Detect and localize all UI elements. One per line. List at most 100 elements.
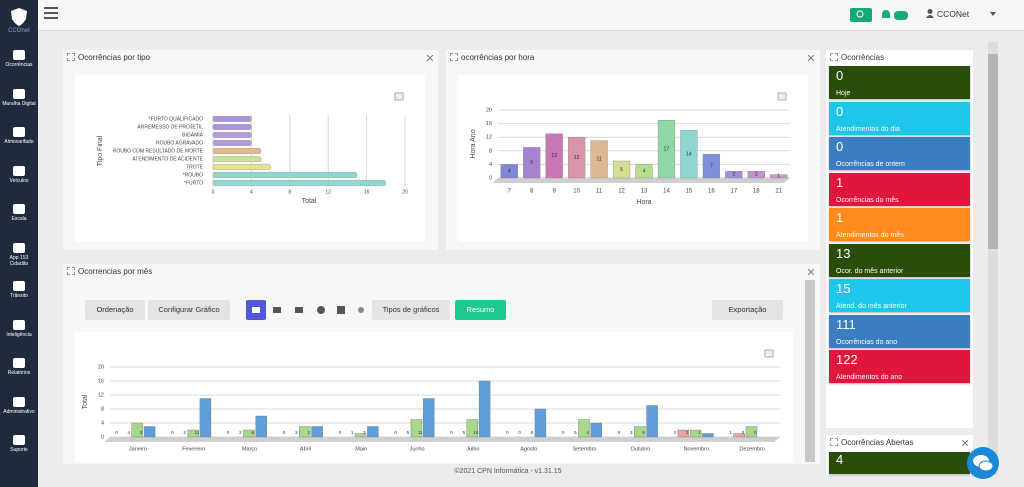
- page-scrollbar[interactable]: [988, 42, 998, 475]
- bar: [567, 137, 586, 179]
- bar: [634, 426, 646, 438]
- card-label: Atendimentos do mês: [836, 232, 904, 239]
- card-label: Ocorrências do ano: [836, 338, 898, 346]
- y-axis-label: Total: [82, 394, 89, 409]
- x-tick-label: 9: [552, 189, 556, 195]
- top-icons[interactable]: [850, 8, 910, 22]
- panel-scrollbar[interactable]: [805, 280, 815, 462]
- card-value: 1: [836, 210, 844, 225]
- x-tick-label: Maio: [355, 446, 367, 452]
- bar-value-label: 2: [755, 172, 758, 178]
- menu-toggle[interactable]: [44, 7, 58, 19]
- sidebar-item[interactable]: Inteligência: [0, 319, 38, 338]
- card-value: 0: [836, 68, 844, 83]
- sidebar-item[interactable]: Veículos: [0, 165, 38, 184]
- bar-value-label: 0: [518, 430, 521, 435]
- x-tick-label: 11: [596, 189, 603, 195]
- toolbar-button[interactable]: Resumo: [455, 300, 506, 320]
- bar-value-label: 4: [128, 430, 131, 435]
- chart-card: 0 4 8 12 16 20 Hora Ano 4 7 9 8 13 9 12 10 11 11 5 12 4 13 17…: [458, 75, 808, 242]
- x-axis-label: Total: [302, 198, 317, 205]
- x-tick-label: Outubro: [630, 446, 650, 452]
- y-tick-label: ARREMESSO DE PROJETIL: [137, 124, 203, 130]
- sidebar-icon: [13, 88, 25, 99]
- chart-menu[interactable]: [394, 92, 404, 101]
- bar: [212, 147, 262, 154]
- y-axis-label: Hora Ano: [470, 129, 477, 158]
- panel-close[interactable]: [808, 269, 814, 275]
- bar: [500, 164, 518, 179]
- brand-name: CCOnet: [8, 28, 30, 34]
- sidebar-item[interactable]: Almoxarifado: [0, 127, 38, 145]
- chat-button[interactable]: [966, 446, 1000, 480]
- sidebar-item[interactable]: Muralha Digital: [0, 88, 38, 107]
- bar-value-label: 11: [596, 157, 601, 163]
- x-tick-label: Novembro: [684, 446, 709, 452]
- sidebar-icon: [13, 204, 25, 214]
- x-tick-label: 10: [573, 189, 580, 195]
- y-tick-label: 8: [489, 148, 492, 154]
- summary-card: 122 Atendimentos do ano: [829, 350, 970, 383]
- chart-menu[interactable]: [777, 92, 787, 101]
- chart-menu[interactable]: [764, 349, 774, 358]
- y-tick-label: 0: [101, 434, 104, 440]
- panel-title: Ocorrências Abertas: [830, 438, 913, 447]
- y-tick-label: 16: [98, 378, 104, 384]
- sidebar-item[interactable]: Escala: [0, 204, 38, 222]
- x-tick-label: Dezembro: [739, 446, 764, 452]
- card-label: Ocorrências de ontem: [836, 161, 905, 168]
- bar: [212, 139, 252, 146]
- bar: [423, 398, 435, 438]
- x-tick-label: 8: [530, 189, 534, 195]
- y-tick-label: ROUBO COM RESULTADO DE MORTE: [113, 148, 204, 154]
- sidebar-label: Muralha Digital: [2, 100, 36, 107]
- x-tick-label: Fevereiro: [182, 446, 205, 452]
- toolbar-button[interactable]: Ordenação: [85, 300, 145, 320]
- chart-type-buttons[interactable]: [246, 300, 368, 320]
- panel-close[interactable]: [427, 55, 433, 61]
- sidebar-icon: [13, 435, 25, 445]
- toolbar-button[interactable]: Exportação: [712, 300, 783, 320]
- y-tick-label: 4: [489, 162, 492, 168]
- sidebar-item[interactable]: Administrativo: [0, 396, 38, 415]
- bar-value-label: 0: [283, 430, 286, 435]
- topbar[interactable]: CCONet: [38, 0, 1024, 31]
- x-tick-label: 20: [402, 189, 408, 195]
- bar: [299, 426, 311, 438]
- bar-value-label: 0: [227, 430, 230, 435]
- bar-value-label: 1: [729, 430, 732, 435]
- sidebar-item[interactable]: Ocorrências: [0, 50, 38, 68]
- bar: [545, 133, 563, 179]
- sidebar-item[interactable]: Suporte: [0, 435, 38, 453]
- bar: [747, 170, 765, 179]
- sidebar-item[interactable]: Relatórios: [0, 358, 38, 376]
- x-tick-label: 12: [618, 189, 625, 195]
- y-tick-label: BIGAMIA: [182, 132, 204, 138]
- panel-title: ocorrências por hora: [450, 53, 534, 62]
- card-value: 1: [836, 174, 844, 190]
- toolbar-button[interactable]: Tipos de gráficos: [372, 300, 450, 320]
- bar-value-label: 0: [562, 430, 565, 435]
- bar-value-label: 0: [339, 430, 342, 435]
- y-tick-label: ROUBO AGRAVADO: [156, 140, 203, 146]
- bar-value-label: 0: [618, 430, 621, 435]
- y-tick-label: 12: [98, 392, 104, 398]
- sidebar-label: Almoxarifado: [4, 139, 34, 145]
- bar: [523, 147, 541, 179]
- card-label: Ocorrências do mês: [836, 196, 899, 204]
- panel-close[interactable]: [962, 440, 968, 446]
- panel-close[interactable]: [808, 55, 814, 61]
- sidebar-item[interactable]: App 153 Cidadão: [0, 242, 38, 267]
- bar: [478, 380, 491, 438]
- user-name[interactable]: CCONet: [937, 9, 970, 19]
- user-caret[interactable]: [990, 12, 996, 16]
- bar: [702, 433, 714, 438]
- bar-value-label: 1: [698, 430, 701, 435]
- toolbar-button[interactable]: Configurar Gráfico: [148, 300, 230, 320]
- sidebar-item[interactable]: Trânsito: [0, 281, 38, 299]
- scroll-thumb[interactable]: [988, 54, 998, 249]
- bar-value-label: 5: [463, 430, 466, 435]
- summary-card: 1 Atendimentos do mês: [829, 208, 970, 241]
- chart-floor: [492, 178, 790, 183]
- bar-value-label: 3: [295, 430, 298, 435]
